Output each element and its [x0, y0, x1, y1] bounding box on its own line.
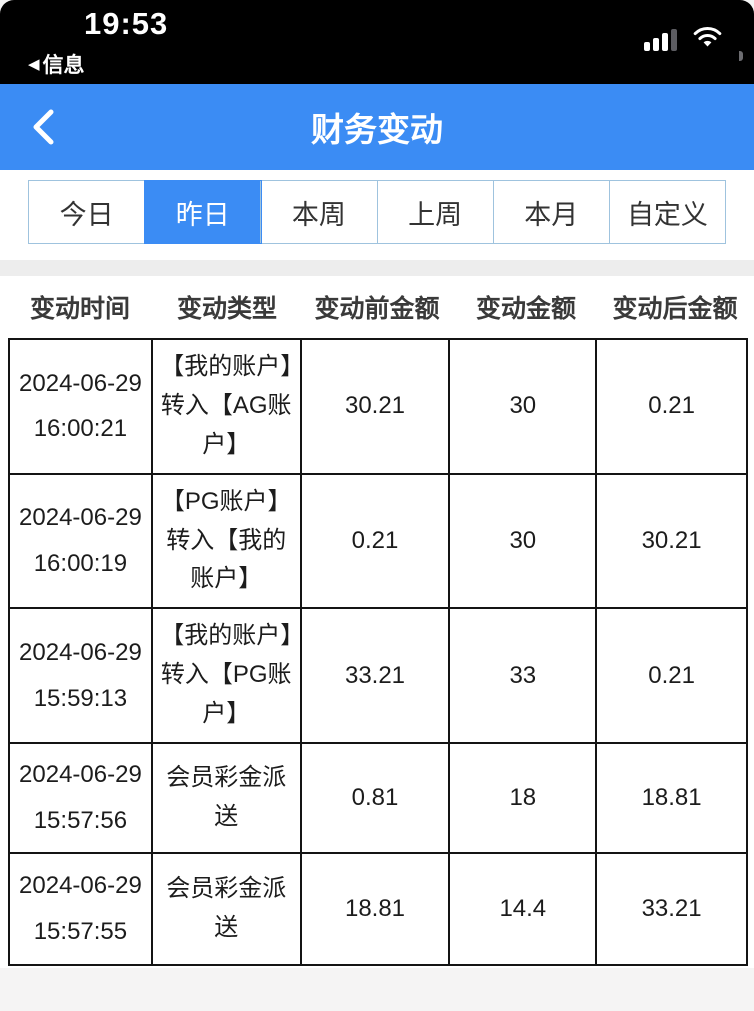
cell-before: 33.21 [302, 609, 451, 742]
tab-today[interactable]: 今日 [29, 181, 146, 243]
back-app-label: 信息 [42, 54, 85, 77]
return-to-app[interactable]: ◀ 信息 [28, 49, 85, 79]
cell-before: 0.21 [302, 474, 451, 608]
cell-time: 2024-06-29 15:59:13 [10, 609, 153, 742]
cell-after: 0.21 [648, 392, 695, 420]
cell-before: 18.81 [302, 853, 451, 964]
back-triangle-icon: ◀ [28, 56, 40, 73]
tab-this-month[interactable]: 本月 [494, 181, 610, 243]
tab-custom[interactable]: 自定义 [626, 199, 708, 230]
table-header-row: 变动时间 变动类型 变动前金额 变动金额 变动后金额 [8, 276, 750, 338]
tab-this-week[interactable]: 本周 [261, 181, 378, 243]
col-header-amount: 变动金额 [475, 295, 576, 323]
bottom-spacer [0, 967, 754, 1011]
cell-after: 33.21 [641, 894, 702, 922]
table-row: 2024-06-29 15:57:55 会员彩金派送 18.81 14.4 33… [10, 853, 746, 964]
cell-amount: 30 [450, 340, 598, 473]
financial-changes-table: 2024-06-29 16:00:21 【我的账户】转入【AG账户】 30.21… [8, 338, 748, 966]
col-header-time: 变动时间 [29, 295, 130, 323]
cell-after: 18.81 [641, 783, 702, 811]
col-header-type: 变动类型 [176, 295, 277, 323]
cell-before: 0.81 [302, 743, 451, 852]
table-row: 2024-06-29 15:57:56 会员彩金派送 0.81 18 18.81 [10, 743, 746, 854]
tab-last-week[interactable]: 上周 [378, 181, 494, 243]
cell-time: 2024-06-29 16:00:19 [10, 474, 153, 608]
cell-time: 2024-06-29 15:57:55 [10, 853, 153, 964]
table-row: 2024-06-29 16:00:21 【我的账户】转入【AG账户】 30.21… [10, 340, 746, 475]
cell-before: 30.21 [302, 340, 451, 473]
cell-type: 会员彩金派送 [153, 743, 302, 852]
cell-after: 0.21 [648, 661, 695, 689]
cell-amount: 18 [450, 743, 598, 852]
spacer [0, 244, 754, 260]
cell-amount: 33 [450, 609, 598, 742]
cell-type: 会员彩金派送 [153, 853, 302, 964]
cell-time: 2024-06-29 16:00:21 [10, 340, 153, 473]
cell-amount: 14.4 [450, 853, 598, 964]
cell-after: 30.21 [641, 526, 702, 554]
cell-time: 2024-06-29 15:57:56 [10, 743, 153, 852]
col-header-before: 变动前金额 [314, 295, 440, 323]
table-row: 2024-06-29 15:59:13 【我的账户】转入【PG账户】 33.21… [10, 609, 746, 744]
tab-strip: 今日 昨日 本周 上周 本月 自定义 [0, 170, 754, 244]
back-chevron-icon[interactable] [30, 108, 56, 146]
col-header-after: 变动后金额 [612, 295, 738, 323]
status-bar: 19:53 ◀ 信息 65 [0, 0, 754, 84]
page-title: 财务变动 [311, 111, 443, 148]
cell-amount: 30 [450, 474, 598, 608]
date-range-tabbar: 今日 昨日 本周 上周 本月 自定义 [28, 180, 726, 244]
cell-type: 【我的账户】转入【PG账户】 [153, 609, 302, 742]
cell-type: 【PG账户】转入【我的账户】 [153, 474, 302, 608]
clock: 19:53 [84, 6, 169, 41]
records-section: 变动时间 变动类型 变动前金额 变动金额 变动后金额 2024-06-29 16… [0, 276, 754, 968]
cellular-signal-icon [644, 29, 677, 51]
section-divider [0, 260, 754, 276]
table-row: 2024-06-29 16:00:19 【PG账户】转入【我的账户】 0.21 … [10, 474, 746, 610]
cell-type: 【我的账户】转入【AG账户】 [153, 340, 302, 473]
status-indicators: 65 [644, 26, 750, 61]
tab-yesterday[interactable]: 昨日 [145, 181, 262, 243]
nav-header: 财务变动 [0, 84, 754, 170]
wifi-icon [692, 26, 723, 54]
